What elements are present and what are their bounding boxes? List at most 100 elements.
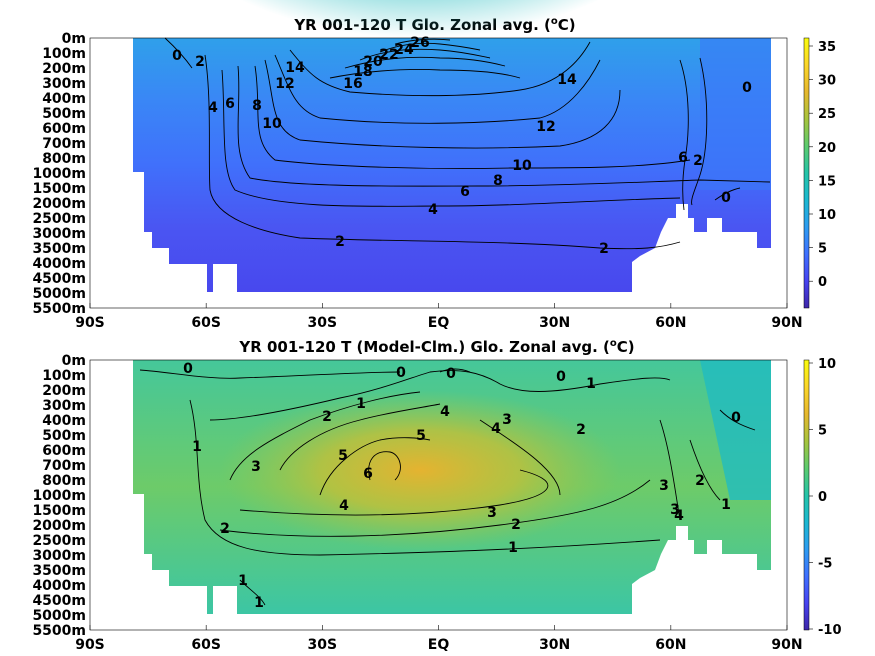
contour-label: 1: [508, 540, 518, 556]
y-tick-label: 2000m: [32, 196, 86, 212]
contour-label: 2: [511, 517, 521, 533]
x-tick-label: 30N: [539, 637, 570, 653]
panel-2-warm-core: [220, 390, 620, 550]
x-tick-label: 60N: [655, 637, 686, 653]
contour-label: 10: [262, 116, 282, 132]
contour-label: 4: [339, 498, 349, 514]
y-tick-label: 1500m: [32, 181, 86, 197]
y-tick-label: 200m: [42, 61, 86, 77]
panel-1-x-axis: 90S 60S 30S EQ 30N 60N 90N: [75, 303, 803, 331]
contour-label: 6: [678, 150, 688, 166]
contour-label: 5: [338, 448, 348, 464]
panel-2-colorbar-ticks: 10 5 0 -5 -10: [809, 357, 842, 638]
x-tick-label: 30S: [308, 637, 338, 653]
colorbar-tick-label: 30: [818, 74, 836, 89]
contour-label: 4: [674, 508, 684, 524]
y-tick-label: 400m: [42, 413, 86, 429]
y-tick-label: 200m: [42, 383, 86, 399]
x-tick-label: 90N: [771, 315, 802, 331]
colorbar-tick-label: 20: [818, 141, 836, 156]
contour-label: 22: [379, 47, 398, 63]
panel-1-arctic: [700, 38, 771, 190]
x-tick-label: 60S: [191, 315, 221, 331]
x-tick-label: 90S: [75, 637, 105, 653]
y-tick-label: 2000m: [32, 518, 86, 534]
y-tick-label: 5000m: [32, 286, 86, 302]
panel-1-contour-labels: 0 2 4 6 8 10 12 14 16 18 20 22 24 26 14 …: [172, 35, 752, 257]
contour-label: 26: [410, 35, 429, 51]
contour-label: 1: [721, 497, 731, 513]
contour-label: 1: [356, 396, 366, 412]
y-tick-label: 4500m: [32, 271, 86, 287]
contour-label: 2: [695, 473, 705, 489]
contour-label: 2: [195, 54, 205, 70]
y-tick-label: 0m: [62, 31, 86, 47]
y-tick-label: 1000m: [32, 488, 86, 504]
contour-label: 1: [254, 595, 264, 611]
y-tick-label: 0m: [62, 353, 86, 369]
contour-label: 5: [416, 428, 426, 444]
y-tick-label: 4500m: [32, 593, 86, 609]
panel-1-field: [120, 0, 771, 292]
y-tick-label: 100m: [42, 46, 86, 62]
contour-label: 4: [208, 100, 218, 116]
panel-2-arctic: [700, 360, 771, 500]
contour-label: 3: [659, 478, 669, 494]
y-tick-label: 3500m: [32, 563, 86, 579]
contour-label: 0: [556, 369, 566, 385]
panel-2-title: YR 001-120 T (Model-Clm.) Glo. Zonal avg…: [238, 338, 634, 356]
panel-1-colorbar: [803, 37, 810, 309]
x-tick-label: 30S: [308, 315, 338, 331]
colorbar-tick-label: 10: [818, 208, 836, 223]
contour-label: 0: [183, 361, 193, 377]
y-tick-label: 5000m: [32, 608, 86, 624]
y-tick-label: 300m: [42, 398, 86, 414]
y-tick-label: 3000m: [32, 226, 86, 242]
y-tick-label: 100m: [42, 368, 86, 384]
contour-label: 6: [225, 96, 235, 112]
y-tick-label: 5500m: [32, 623, 86, 639]
panel-1-y-axis: 0m100m200m300m400m500m600m700m800m1000m1…: [32, 31, 86, 317]
contour-label: 2: [599, 241, 609, 257]
contour-label: 0: [446, 366, 456, 382]
x-tick-label: 90N: [771, 637, 802, 653]
y-tick-label: 1000m: [32, 166, 86, 182]
y-tick-label: 2500m: [32, 533, 86, 549]
y-tick-label: 5500m: [32, 301, 86, 317]
contour-label: 2: [322, 409, 332, 425]
y-tick-label: 4000m: [32, 578, 86, 594]
colorbar-tick-label: 35: [818, 40, 836, 55]
contour-label: 1: [192, 439, 202, 455]
panel-1: YR 001-120 T Glo. Zonal avg. (oC): [32, 0, 836, 331]
contour-label: 2: [335, 234, 345, 250]
y-tick-label: 300m: [42, 76, 86, 92]
contour-label: 0: [396, 365, 406, 381]
contour-label: 2: [576, 422, 586, 438]
panel-1-warm-core: [120, 0, 720, 228]
x-tick-label: EQ: [428, 637, 450, 653]
colorbar-tick-label: 15: [818, 174, 836, 189]
colorbar-tick-label: -10: [818, 623, 842, 638]
panel-2-x-axis: 90S 60S 30S EQ 30N 60N 90N: [75, 625, 803, 653]
colorbar-tick-label: 10: [818, 357, 836, 372]
y-tick-label: 1500m: [32, 503, 86, 519]
contour-label: 16: [343, 76, 362, 92]
colorbar-tick-label: 0: [818, 275, 827, 290]
y-tick-label: 800m: [42, 151, 86, 167]
contour-label: 10: [512, 158, 532, 174]
y-tick-label: 3500m: [32, 241, 86, 257]
y-tick-label: 4000m: [32, 256, 86, 272]
y-tick-label: 800m: [42, 473, 86, 489]
contour-label: 0: [721, 190, 731, 206]
contour-label: 18: [353, 64, 372, 80]
contour-label: 1: [238, 573, 248, 589]
colorbar-tick-label: 5: [818, 242, 827, 257]
colorbar-tick-label: -5: [818, 557, 832, 572]
contour-label: 24: [394, 42, 414, 58]
colorbar-tick-label: 5: [818, 424, 827, 439]
colorbar-tick-label: 25: [818, 107, 836, 122]
y-tick-label: 600m: [42, 443, 86, 459]
contour-label: 3: [502, 412, 512, 428]
contour-label: 3: [670, 502, 680, 518]
y-tick-label: 2500m: [32, 211, 86, 227]
